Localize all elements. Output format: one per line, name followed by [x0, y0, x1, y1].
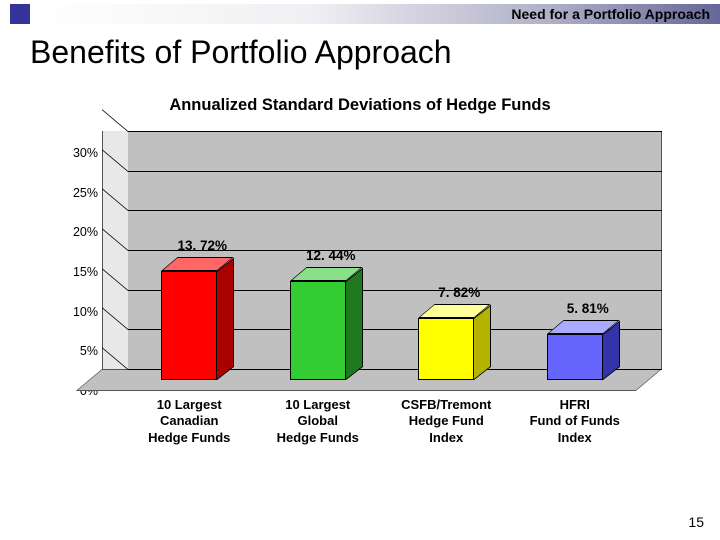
y-tick-label: 5%: [80, 344, 98, 358]
bar-value-label: 13. 72%: [142, 238, 262, 253]
breadcrumb: Need for a Portfolio Approach: [511, 6, 710, 22]
page-title: Benefits of Portfolio Approach: [30, 34, 452, 71]
gridline: [128, 171, 662, 172]
bar: [290, 281, 346, 380]
chart-area: 0%5%10%15%20%25%30% 13. 72%12. 44%7. 82%…: [50, 131, 670, 421]
chart-title: Annualized Standard Deviations of Hedge …: [50, 96, 670, 115]
gridline: [128, 210, 662, 211]
bar-front: [161, 271, 217, 380]
x-category-label: HFRIFund of FundsIndex: [510, 397, 640, 446]
x-category-label: 10 LargestGlobalHedge Funds: [253, 397, 383, 446]
page-number: 15: [688, 514, 704, 530]
slide: Need for a Portfolio Approach Benefits o…: [0, 0, 720, 540]
header-accent-square: [10, 4, 30, 24]
x-category-label: 10 LargestCanadianHedge Funds: [124, 397, 254, 446]
y-tick-label: 25%: [73, 186, 98, 200]
bar-front: [290, 281, 346, 380]
x-category-label: CSFB/TremontHedge FundIndex: [381, 397, 511, 446]
bar-front: [547, 334, 603, 380]
bar-side: [346, 268, 363, 380]
bar: [418, 318, 474, 380]
bar-value-label: 7. 82%: [399, 285, 519, 300]
slide-header: Need for a Portfolio Approach: [0, 0, 720, 28]
y-axis: 0%5%10%15%20%25%30%: [50, 131, 102, 391]
chart-container: Annualized Standard Deviations of Hedge …: [50, 96, 670, 496]
bar-front: [418, 318, 474, 380]
bar-value-label: 5. 81%: [528, 301, 648, 316]
y-tick-label: 15%: [73, 265, 98, 279]
bar: [547, 334, 603, 380]
y-tick-label: 10%: [73, 305, 98, 319]
bar-side: [217, 258, 234, 380]
gridline: [128, 131, 662, 132]
plot-region: 13. 72% 12. 44% 7. 82% 5. 81%: [102, 131, 662, 391]
bar: [161, 271, 217, 380]
y-tick-label: 20%: [73, 225, 98, 239]
bar-value-label: 12. 44%: [271, 248, 391, 263]
header-gradient-bar: Need for a Portfolio Approach: [34, 4, 720, 24]
y-tick-label: 30%: [73, 146, 98, 160]
